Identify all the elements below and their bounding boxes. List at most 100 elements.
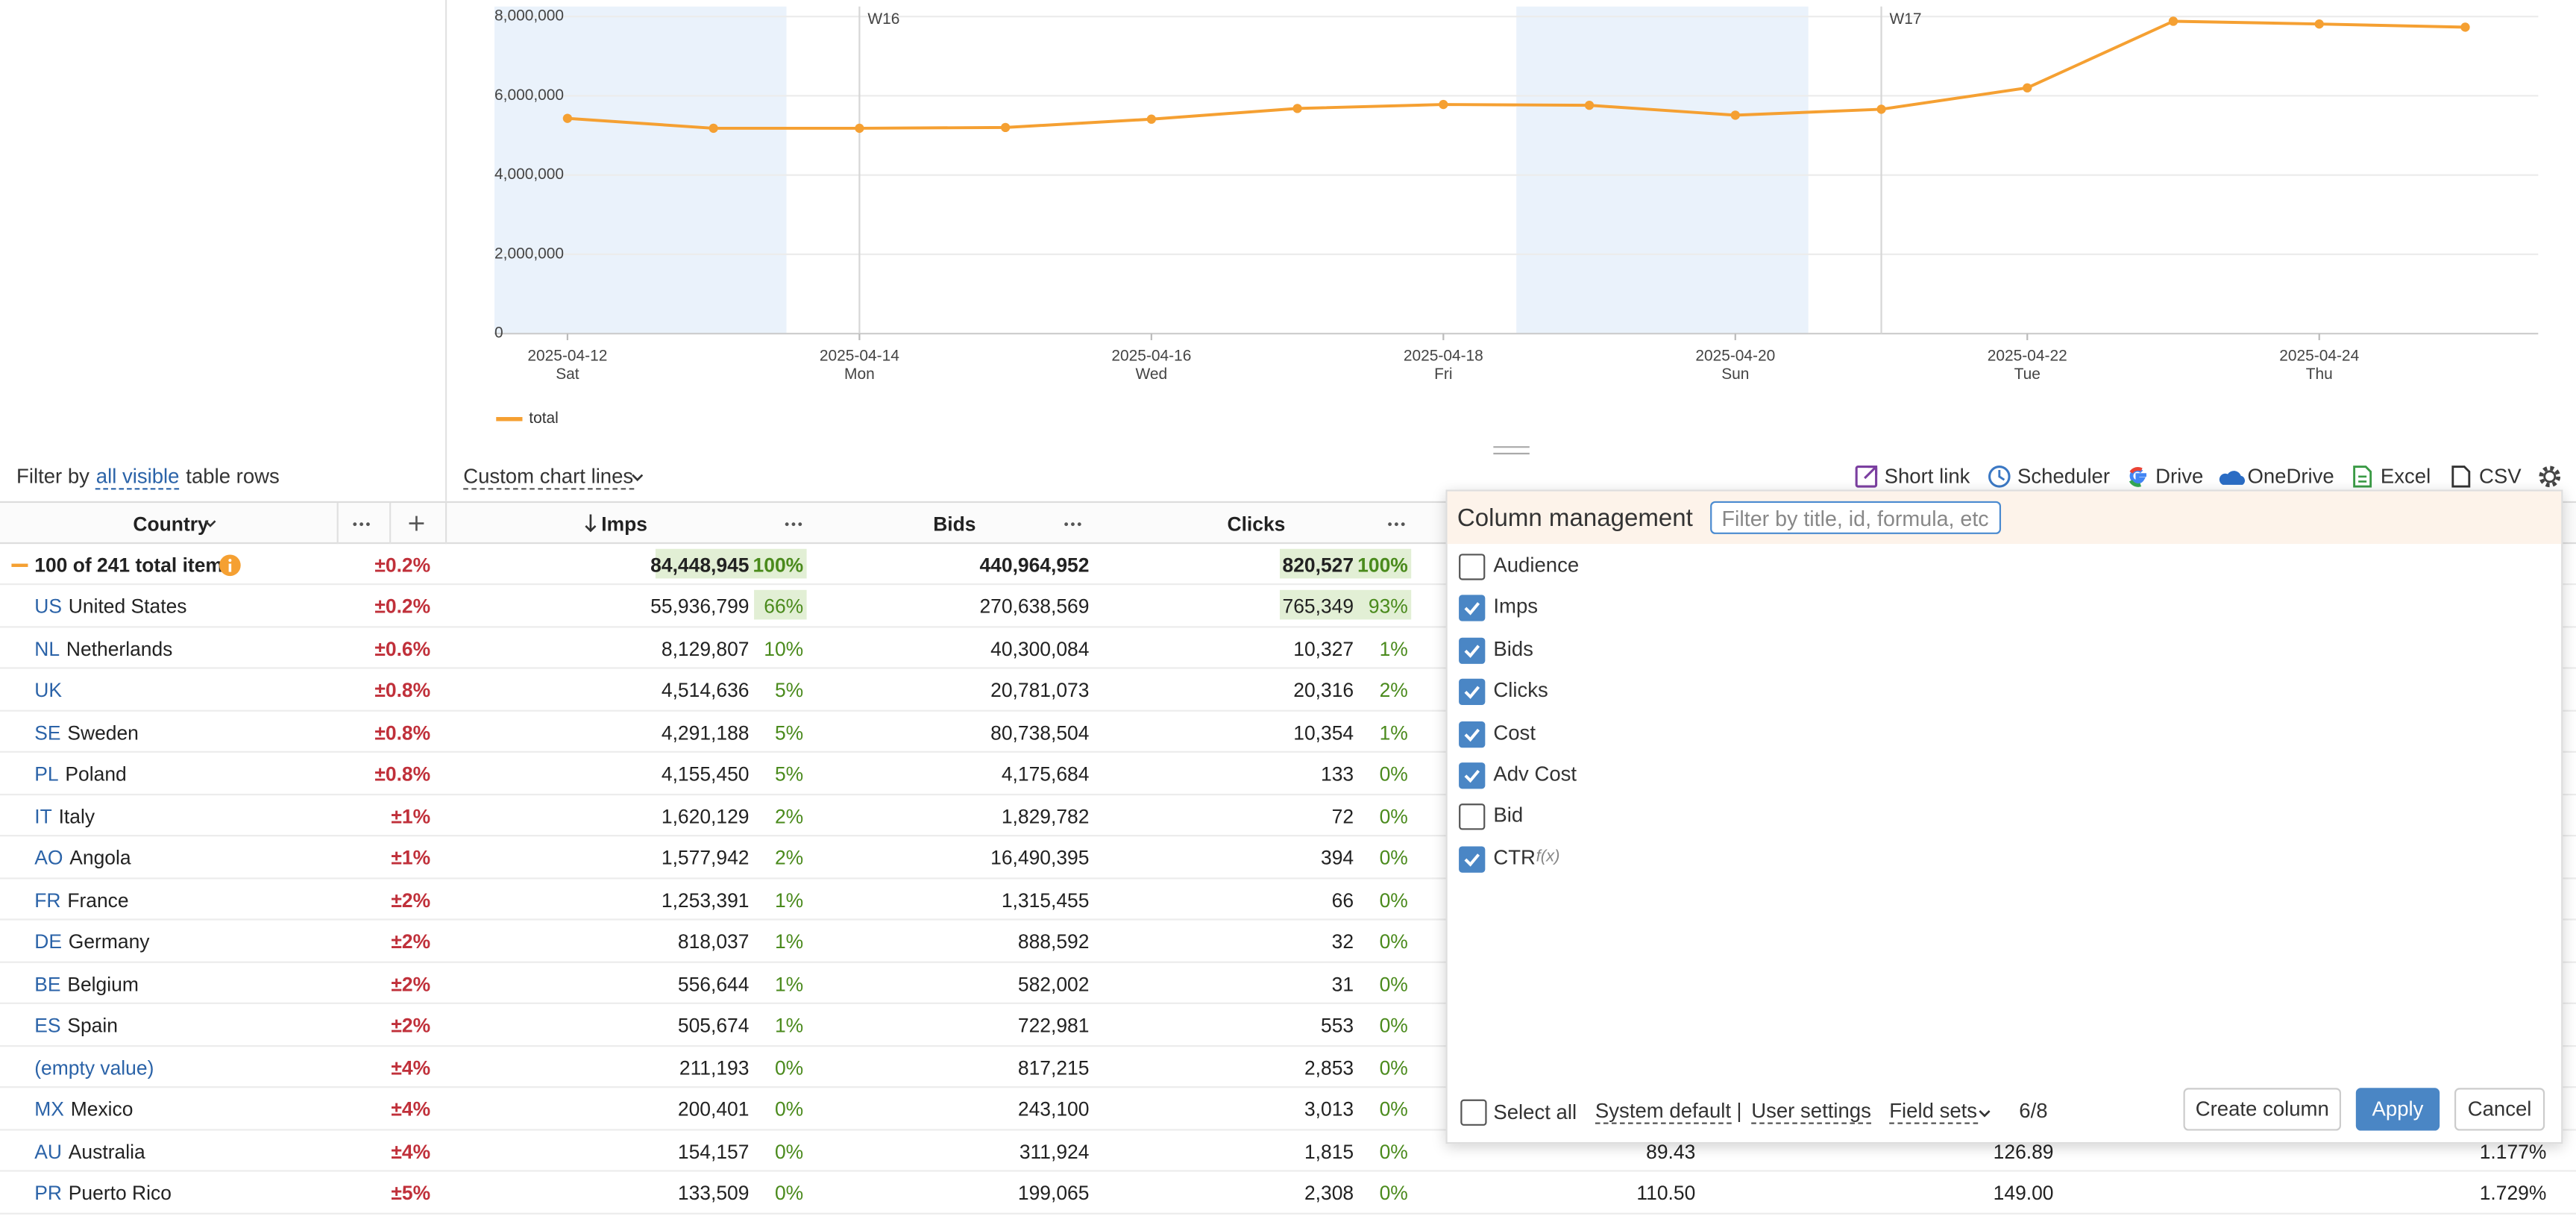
- clicks-cell: 765,349: [1282, 595, 1354, 619]
- checkbox[interactable]: [1459, 804, 1486, 831]
- checkbox[interactable]: [1460, 1099, 1487, 1126]
- weekend-band: [1516, 6, 1809, 334]
- imps-cell: 211,193: [679, 1056, 750, 1080]
- toolbar-icon[interactable]: [2126, 465, 2152, 488]
- toolbar-item[interactable]: Excel: [2380, 465, 2431, 489]
- checkbox[interactable]: [1459, 721, 1486, 748]
- column-option[interactable]: Cost: [1493, 721, 1536, 744]
- settings-gear[interactable]: [2538, 465, 2561, 488]
- country-cell: PR Puerto Rico: [34, 1182, 172, 1205]
- filter-prefix: Filter by: [16, 465, 89, 489]
- country-code[interactable]: MX: [34, 1097, 64, 1121]
- more-menu[interactable]: [784, 521, 803, 527]
- toolbar-icon[interactable]: [2449, 465, 2475, 488]
- toolbar-item[interactable]: OneDrive: [2247, 465, 2334, 489]
- country-code[interactable]: SE: [34, 721, 61, 745]
- bids-cell: 16,490,395: [990, 847, 1090, 870]
- header-bids[interactable]: Bids: [933, 513, 976, 536]
- toolbar-icon[interactable]: [2218, 465, 2245, 488]
- clicks-cell: 1,815: [1304, 1139, 1354, 1163]
- country-code[interactable]: DE: [34, 930, 62, 954]
- toolbar-icon-part: [1988, 466, 2011, 488]
- panel-button[interactable]: Create column: [2183, 1088, 2342, 1131]
- error-cell: ±0.2%: [374, 554, 431, 577]
- toolbar-item[interactable]: Short link: [1884, 465, 1970, 489]
- country-code[interactable]: IT: [34, 804, 52, 828]
- bids-cell: 199,065: [1017, 1181, 1090, 1205]
- imps-share: 0%: [774, 1097, 804, 1121]
- table-row: MX Mexico ±4% 200,401 0% 243,100 3,013 0%: [0, 1088, 2576, 1130]
- column-option[interactable]: Bids: [1493, 637, 1533, 661]
- resize-handle[interactable]: [1493, 445, 1530, 455]
- more-menu[interactable]: [1386, 521, 1406, 527]
- toolbar-item[interactable]: Drive: [2155, 465, 2204, 489]
- imps-cell: 505,674: [677, 1014, 750, 1038]
- toolbar-item[interactable]: CSV: [2479, 465, 2522, 489]
- country-code[interactable]: PL: [34, 762, 59, 786]
- checkmark-part: [1464, 727, 1480, 742]
- data-point: [855, 123, 864, 134]
- checkbox[interactable]: [1459, 595, 1486, 622]
- checkbox[interactable]: [1459, 762, 1486, 789]
- panel-button[interactable]: Apply: [2355, 1088, 2440, 1131]
- country-code[interactable]: ES: [34, 1014, 61, 1038]
- info-icon-part: [228, 558, 232, 562]
- clicks-cell: 133: [1320, 762, 1354, 786]
- toolbar-item[interactable]: Scheduler: [2017, 465, 2111, 489]
- chart-lines-menu[interactable]: Custom chart lines: [463, 465, 634, 490]
- column-option[interactable]: Imps: [1493, 595, 1539, 619]
- week-label: W17: [1890, 10, 1922, 28]
- toolbar-icon[interactable]: [1988, 465, 2014, 488]
- clicks-share: 0%: [1379, 1097, 1408, 1121]
- column-option[interactable]: Clicks: [1493, 679, 1548, 703]
- chevron: [204, 520, 216, 527]
- country-code[interactable]: FR: [34, 889, 61, 912]
- more-menu[interactable]: [351, 521, 371, 527]
- info-icon[interactable]: [219, 553, 242, 576]
- checkbox[interactable]: [1459, 554, 1486, 580]
- column-option[interactable]: Adv Cost: [1493, 762, 1577, 786]
- country-code[interactable]: BE: [34, 972, 61, 996]
- add-column[interactable]: [409, 516, 424, 531]
- country-code[interactable]: (empty value): [34, 1056, 154, 1080]
- table-row: PL Poland ±0.8% 4,155,450 5% 4,175,684 133 0%: [0, 753, 2576, 795]
- checkbox[interactable]: [1459, 679, 1486, 706]
- country-code[interactable]: PR: [34, 1181, 62, 1205]
- more-menu[interactable]: [1063, 521, 1082, 527]
- checkmark: [1464, 603, 1480, 616]
- panel-button[interactable]: Cancel: [2454, 1088, 2545, 1131]
- system-default[interactable]: System default: [1595, 1100, 1732, 1124]
- country-cell: FR France: [34, 889, 128, 912]
- chart: 0 2,000,000 4,000,000 6,000,000 8,000,000 W16…: [494, 6, 2539, 427]
- search-input[interactable]: Filter by title, id, formula, etc: [1710, 501, 2002, 534]
- legend-label[interactable]: total: [529, 410, 559, 427]
- filter-link[interactable]: all visible: [96, 465, 180, 490]
- chevron-part: [1979, 1110, 1991, 1118]
- user-settings[interactable]: User settings: [1751, 1100, 1871, 1124]
- select-all[interactable]: Select all: [1493, 1100, 1577, 1124]
- column-option[interactable]: Audience: [1493, 554, 1580, 577]
- toolbar-icon[interactable]: [2351, 465, 2377, 488]
- country-code[interactable]: AU: [34, 1139, 62, 1163]
- header-clicks[interactable]: Clicks: [1227, 513, 1286, 536]
- x-tick-label: 2025-04-24: [2279, 348, 2359, 365]
- country-code[interactable]: NL: [34, 637, 60, 661]
- country-name: France: [67, 889, 129, 912]
- table-row: 100 of 241 total items ±0.2% 84,448,945 100…: [0, 544, 2576, 586]
- checkbox[interactable]: [1459, 637, 1486, 664]
- country-cell: DE Germany: [34, 930, 149, 953]
- checkbox[interactable]: [1459, 845, 1486, 873]
- imps-share: 0%: [774, 1181, 804, 1205]
- toolbar-icon[interactable]: [1855, 465, 1881, 488]
- field-sets[interactable]: Field sets: [1889, 1100, 1978, 1124]
- country-code[interactable]: AO: [34, 847, 63, 870]
- header-imps[interactable]: Imps: [601, 513, 647, 536]
- country-code[interactable]: UK: [34, 679, 62, 703]
- selected-count: 6/8: [2019, 1099, 2048, 1123]
- error-cell: ±1%: [391, 804, 431, 828]
- header-country[interactable]: Country: [133, 513, 209, 536]
- column-option[interactable]: CTR: [1493, 845, 1536, 869]
- country-code[interactable]: US: [34, 595, 62, 619]
- filter-text: Filter by all visible table rows: [16, 465, 280, 490]
- column-option[interactable]: Bid: [1493, 804, 1524, 827]
